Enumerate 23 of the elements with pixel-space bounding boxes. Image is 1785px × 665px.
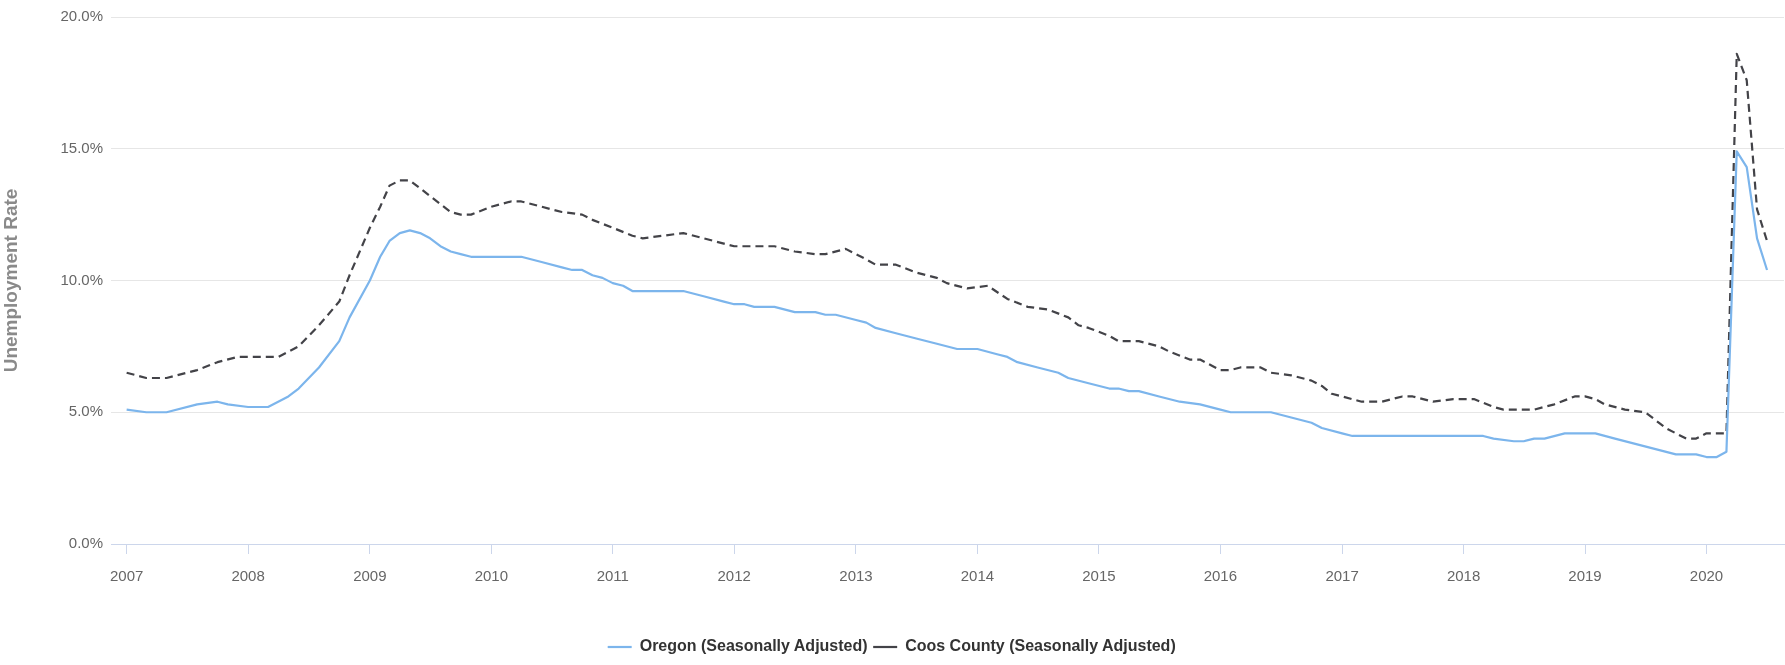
x-tick-label: 2011	[596, 567, 629, 585]
x-tick-label: 2013	[839, 567, 873, 585]
legend-label: Coos County (Seasonally Adjusted)	[905, 637, 1176, 655]
y-tick-label: 15.0%	[60, 138, 103, 156]
y-tick-label: 0.0%	[68, 534, 103, 552]
y-axis-title: Unemployment Rate	[0, 188, 21, 373]
x-tick-label: 2007	[109, 567, 144, 585]
x-tick-label: 2008	[231, 567, 265, 585]
x-tick-label: 2014	[960, 567, 995, 585]
x-tick-label: 2017	[1325, 567, 1359, 585]
x-tick-label: 2015	[1082, 567, 1116, 585]
y-tick-label: 10.0%	[60, 270, 103, 288]
y-tick-label: 20.0%	[60, 7, 103, 25]
y-tick-label: 5.0%	[68, 402, 103, 420]
line-series	[125, 52, 1769, 440]
x-tick-label: 2020	[1689, 567, 1724, 585]
x-tick-label: 2016	[1203, 567, 1238, 585]
x-tick-label: 2009	[353, 567, 387, 585]
x-tick-label: 2012	[717, 567, 751, 585]
x-tick-label: 2019	[1568, 567, 1602, 585]
x-tick-label: 2010	[474, 567, 509, 585]
legend-label: Oregon (Seasonally Adjusted)	[639, 637, 868, 655]
x-tick-label: 2018	[1446, 567, 1481, 585]
